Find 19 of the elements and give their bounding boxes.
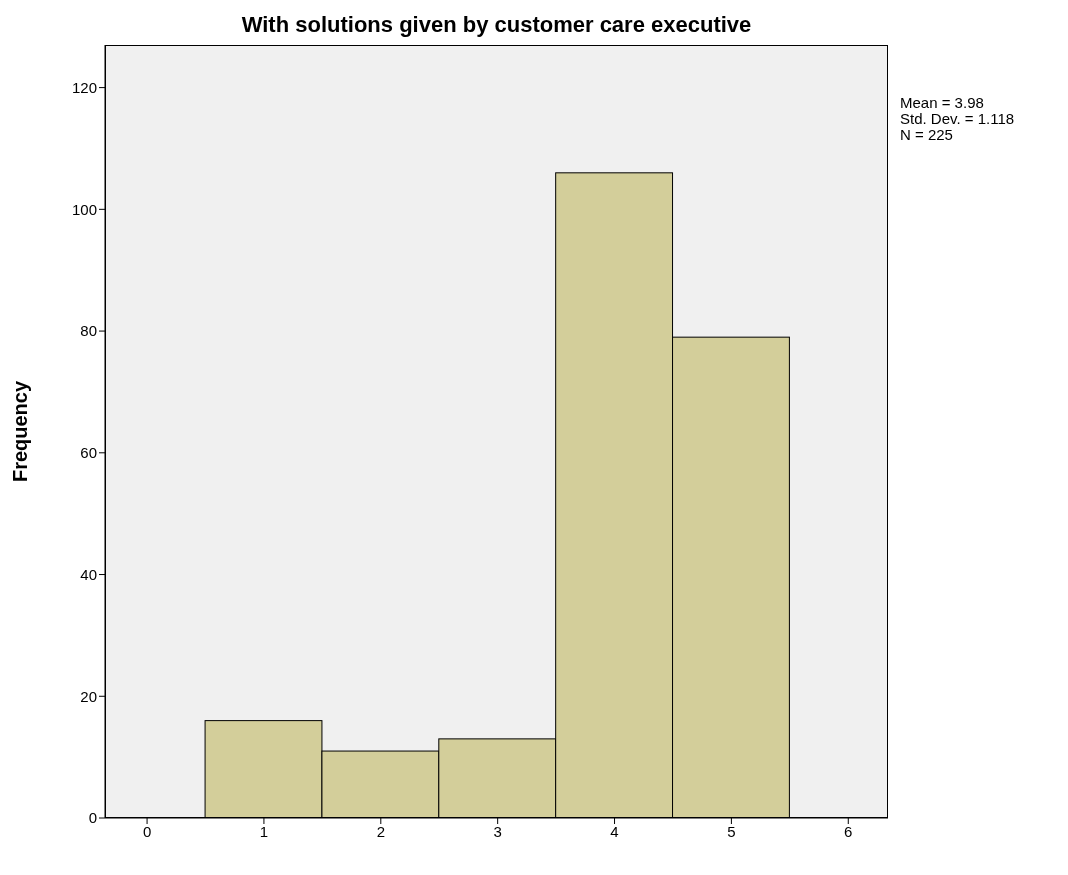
text: N = 225: [900, 126, 954, 143]
x-tick-label: 3: [493, 822, 502, 840]
y-tick-label: 40: [80, 565, 97, 583]
x-tick-label: 6: [844, 822, 853, 840]
y-axis-title: Frequency: [9, 380, 32, 483]
y-tick-label: 0: [88, 809, 97, 827]
y-tick-label: 120: [71, 78, 97, 96]
x-tick-label: 1: [259, 822, 269, 840]
y-tick-label: 20: [80, 687, 97, 705]
x-tick-label: 0: [142, 822, 152, 840]
x-tick-label: 4: [610, 822, 619, 840]
text: Std. Dev. = 1.118: [900, 110, 1015, 127]
y-tick-label: 60: [80, 444, 97, 462]
x-tick-label: 2: [376, 822, 385, 840]
text: Mean = 3.98: [900, 94, 985, 111]
y-tick-label: 100: [71, 200, 97, 218]
x-tick-label: 5: [727, 822, 736, 840]
y-tick-label: 80: [80, 322, 97, 340]
chart-title: With solutions given by customer care executive: [240, 12, 753, 38]
